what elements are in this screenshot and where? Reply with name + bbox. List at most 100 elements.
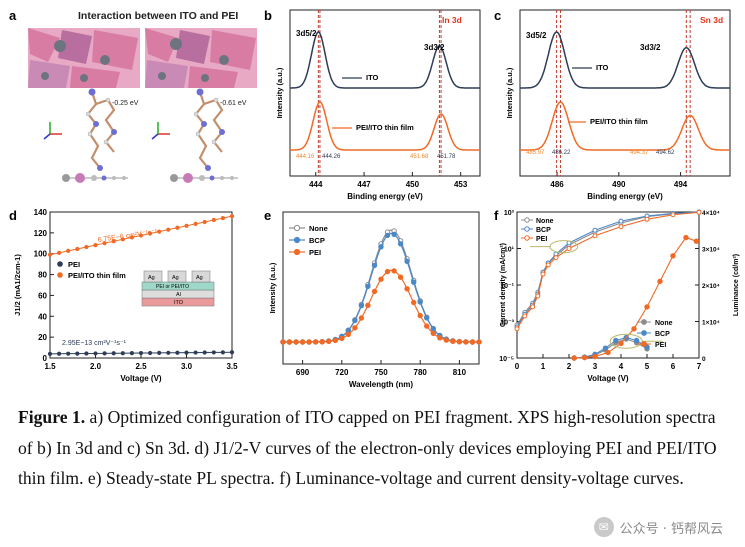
legend-marker [293, 224, 301, 232]
plot-frame-b [289, 9, 481, 177]
legend-marker [57, 272, 63, 278]
x-tick-label: 444 [309, 180, 323, 189]
data-point [138, 233, 144, 238]
region-label-b: In 3d [442, 15, 462, 25]
y-right-tick-label: 1×10⁴ [702, 320, 720, 327]
data-point [102, 351, 107, 356]
pl-point [365, 283, 371, 290]
legend-marker [524, 217, 530, 223]
pl-point [352, 325, 358, 331]
series-label-c-pei: PEI/ITO thin film [590, 117, 648, 126]
panel-c: c 486 490 494 Binding energy (eV) Intensity … [494, 8, 731, 201]
lv-point [581, 354, 588, 361]
legend-label: BCP [655, 331, 670, 338]
x-tick-label: 0 [515, 362, 520, 371]
value-c-right-pei: 494.62 [656, 150, 675, 156]
value-b-right-pei: 451.78 [437, 154, 456, 160]
y-tick-label: 120 [34, 229, 48, 238]
pl-point [404, 286, 410, 292]
pl-point [437, 335, 443, 341]
data-point [84, 351, 89, 356]
pl-point [443, 337, 449, 343]
data-point [120, 351, 125, 356]
plot-c-data: 486 490 494 Binding energy (eV) Intensity (a… [505, 10, 730, 201]
legend-label: PEI/ITO thin film [68, 271, 126, 280]
jv-point [522, 313, 528, 319]
panel-e: e 690 720 750 780 810 Wavelength (nm) Intensit… [264, 208, 482, 389]
pl-point [286, 339, 293, 345]
x-tick-label: 2.0 [90, 362, 102, 371]
pl-point [411, 279, 417, 285]
legend-label: PEI [68, 260, 80, 269]
pl-point [313, 339, 319, 345]
jv-point [618, 218, 624, 224]
lv-point [683, 234, 689, 241]
data-point [220, 216, 225, 221]
data-point [66, 248, 71, 253]
data-point [229, 214, 235, 219]
pl-point [404, 258, 410, 264]
x-tick-label: 2.5 [135, 362, 147, 371]
x-tick-label: 780 [414, 368, 428, 377]
data-point [229, 350, 235, 355]
figure-caption: Figure 1. a) Optimized configuration of … [18, 402, 730, 494]
y-tick-label: 80 [38, 271, 47, 280]
pl-point [417, 299, 423, 305]
x-tick-label: 5 [645, 362, 650, 371]
caption-text: a) Optimized configuration of ITO capped… [18, 407, 717, 488]
jv-point [618, 224, 624, 230]
data-point [138, 350, 144, 356]
data-point [184, 223, 189, 228]
lv-point [633, 337, 640, 344]
x-axis-label: Voltage (V) [120, 374, 162, 383]
jv-point [530, 304, 536, 310]
value-c-left-pei: 486.22 [552, 150, 571, 156]
pl-point [299, 339, 306, 345]
y-axis-label: Intensity (a.u.) [275, 67, 284, 118]
pl-point [280, 339, 286, 345]
peak-label-b-right: 3d3/2 [424, 43, 445, 52]
plot-b-data: 444 447 450 453 Binding energy (eV) Intensity… [275, 10, 480, 201]
data-point [129, 351, 134, 356]
pl-point [339, 335, 345, 342]
panel-d: d 1.5 2.0 2.5 3.0 3.5 0 20 40 60 80 100 120 140 Volta… [9, 208, 238, 383]
jv-point [540, 271, 546, 277]
pl-point [391, 231, 397, 238]
molecule-chain-left [62, 173, 128, 183]
y-axis-label: Current density (mA/cm²) [500, 243, 507, 327]
pl-point [397, 274, 404, 280]
data-point [175, 225, 180, 230]
peak-label-c-left: 3d5/2 [526, 31, 547, 40]
pl-point [417, 312, 423, 319]
x-tick-label: 3.5 [226, 362, 238, 371]
data-point [211, 350, 216, 355]
y-axis-label: Intensity (a.u.) [268, 262, 277, 313]
jv-point [644, 216, 650, 222]
y-tick-label: 10¹ [504, 247, 515, 254]
data-point [47, 252, 53, 257]
y-axis-label: Intensity (a.u.) [505, 67, 514, 118]
x-tick-label: 1.5 [44, 362, 56, 371]
data-point [148, 350, 153, 356]
data-point [202, 219, 207, 225]
data-point [220, 350, 225, 355]
pl-point [476, 339, 482, 345]
pl-point [326, 338, 332, 345]
pl-point [384, 268, 391, 275]
axis-triad-left [43, 122, 62, 140]
pl-point [358, 315, 365, 321]
jv-point [535, 293, 541, 299]
axis-triad-right [151, 122, 170, 140]
pl-point [424, 323, 430, 329]
panel-letter-c: c [494, 8, 501, 23]
data-point [57, 351, 62, 356]
x-tick-label: 3.0 [181, 362, 193, 371]
watermark-text: 公众号 · 钙帮风云 [619, 521, 723, 537]
lv-point [605, 349, 611, 356]
x-tick-label: 690 [296, 368, 310, 377]
y-tick-label: 10⁻⁵ [499, 356, 514, 363]
panel-letter-d: d [9, 208, 17, 223]
data-point [175, 350, 180, 355]
y-right-tick-label: 2×10⁴ [702, 283, 720, 290]
